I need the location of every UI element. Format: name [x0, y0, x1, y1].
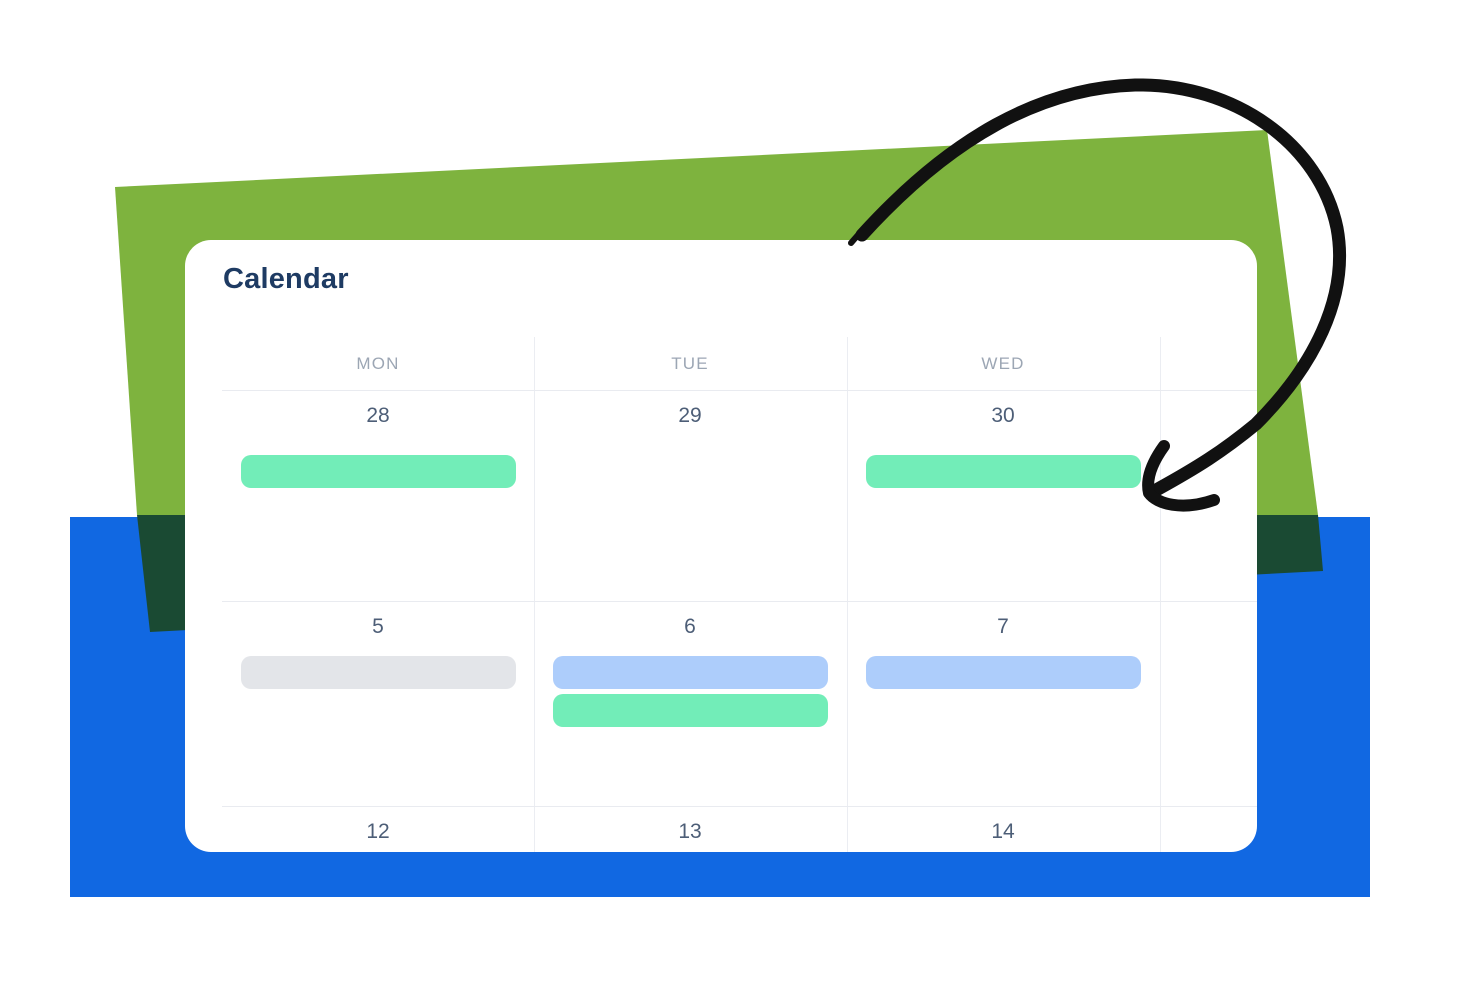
calendar-grid: MON TUE WED 28 29 30 5 6 7 12 13 14 — [222, 337, 1257, 852]
grid-vertical-divider — [1160, 337, 1161, 852]
grid-horizontal-divider — [222, 390, 1257, 391]
event-bar-mint[interactable] — [241, 455, 516, 488]
date-label: 13 — [678, 820, 702, 843]
grid-horizontal-divider — [222, 601, 1257, 602]
calendar-title: Calendar — [223, 263, 349, 295]
event-bar-mint[interactable] — [553, 694, 828, 727]
grid-horizontal-divider — [222, 806, 1257, 807]
date-label: 29 — [678, 404, 702, 427]
grid-vertical-divider — [847, 337, 848, 852]
day-cell-14[interactable]: 14 — [847, 806, 1159, 852]
day-header-mon: MON — [356, 354, 400, 373]
day-cell-13[interactable]: 13 — [534, 806, 846, 852]
event-bar-blue[interactable] — [553, 656, 828, 689]
date-label: 30 — [991, 404, 1015, 427]
event-bar-blue[interactable] — [866, 656, 1141, 689]
day-cell-29[interactable]: 29 — [534, 390, 846, 601]
day-header-tue: TUE — [671, 354, 709, 373]
calendar-card: Calendar MON TUE WED 28 29 30 5 6 7 12 13 14 — [185, 240, 1257, 852]
event-bar-gray[interactable] — [241, 656, 516, 689]
date-label: 28 — [366, 404, 390, 427]
day-cell-5[interactable]: 5 — [222, 601, 534, 806]
date-label: 6 — [684, 615, 696, 638]
day-cell-6[interactable]: 6 — [534, 601, 846, 806]
date-label: 7 — [997, 615, 1009, 638]
day-cell-12[interactable]: 12 — [222, 806, 534, 852]
day-cell-30[interactable]: 30 — [847, 390, 1159, 601]
event-bar-mint[interactable] — [866, 455, 1141, 488]
day-header-wed: WED — [981, 354, 1025, 373]
day-cell-7[interactable]: 7 — [847, 601, 1159, 806]
date-label: 14 — [991, 820, 1015, 843]
grid-vertical-divider — [534, 337, 535, 852]
day-cell-28[interactable]: 28 — [222, 390, 534, 601]
date-label: 5 — [372, 615, 384, 638]
date-label: 12 — [366, 820, 390, 843]
